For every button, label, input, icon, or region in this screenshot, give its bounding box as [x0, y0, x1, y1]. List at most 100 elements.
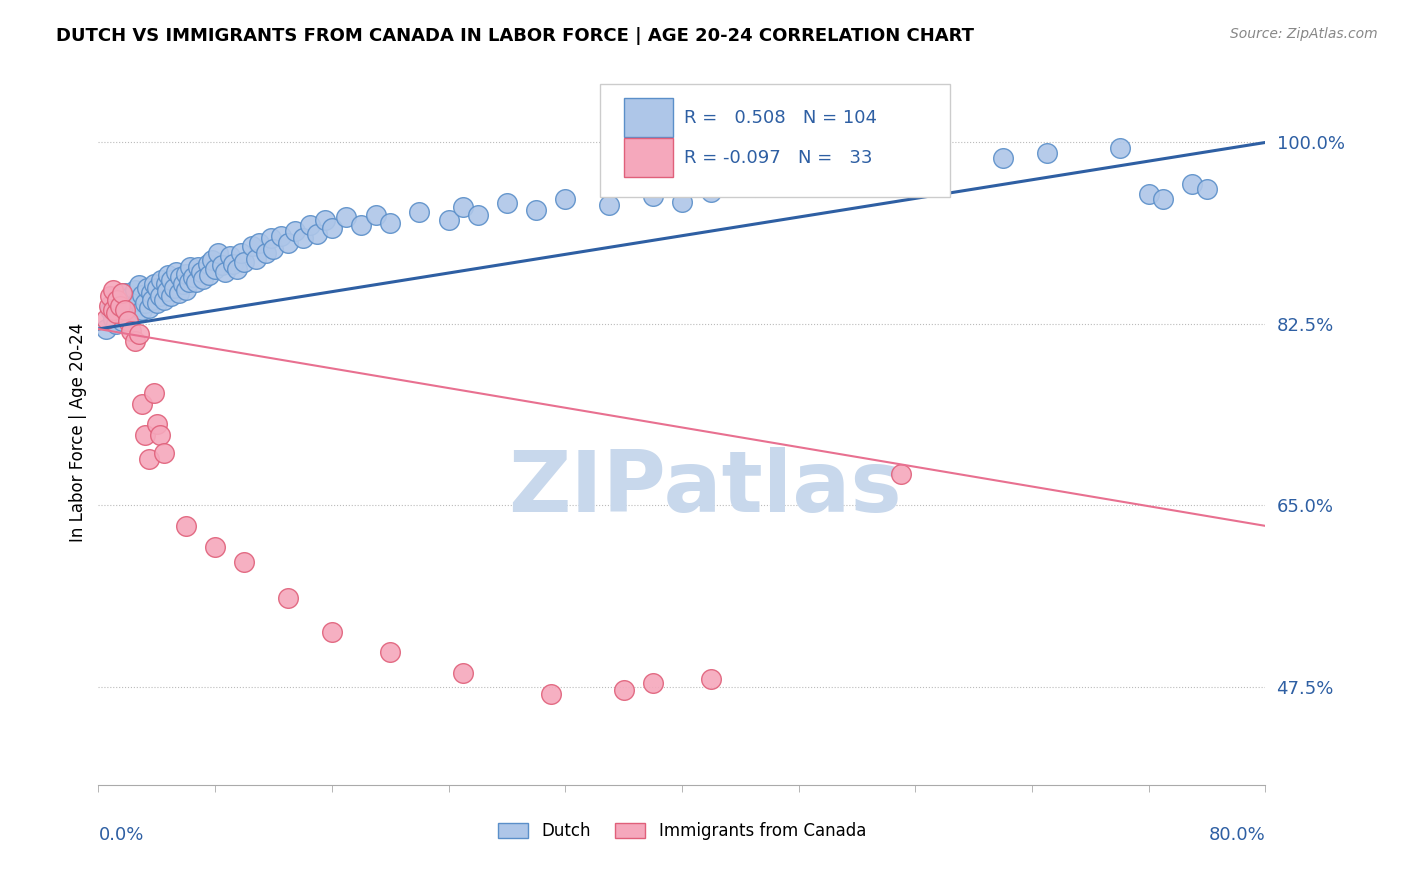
Point [114, 299, 136, 313]
Point [150, 273, 173, 287]
Point [110, 299, 132, 313]
Point [245, 252, 267, 266]
Point [97, 299, 120, 313]
Point [139, 285, 162, 300]
Point [700, 185, 723, 199]
Point [165, 265, 187, 279]
Point [612, 682, 634, 697]
Point [186, 276, 208, 290]
Point [105, 301, 128, 316]
Point [408, 205, 430, 219]
Point [1108, 141, 1130, 155]
Point [94, 322, 117, 336]
Point [890, 467, 912, 481]
Point [149, 427, 172, 442]
Point [451, 200, 474, 214]
Point [157, 268, 180, 282]
Point [1195, 182, 1218, 196]
Point [190, 265, 212, 279]
Point [104, 317, 127, 331]
Point [321, 624, 343, 639]
Legend: Dutch, Immigrants from Canada: Dutch, Immigrants from Canada [491, 816, 873, 847]
Text: R = -0.097   N =   33: R = -0.097 N = 33 [685, 149, 873, 167]
Point [817, 169, 839, 184]
Point [991, 151, 1014, 165]
Point [307, 227, 329, 241]
Point [890, 161, 912, 176]
Point [155, 277, 177, 292]
Point [254, 246, 277, 260]
Point [104, 306, 127, 320]
Point [160, 273, 183, 287]
Text: 80.0%: 80.0% [1209, 826, 1265, 845]
Point [214, 265, 236, 279]
Point [540, 687, 562, 701]
Point [218, 250, 240, 264]
Point [174, 519, 197, 533]
Point [167, 285, 190, 300]
Point [321, 221, 343, 235]
Point [146, 417, 169, 432]
Point [284, 223, 307, 237]
Point [124, 298, 146, 312]
Point [138, 301, 160, 316]
Point [120, 289, 142, 303]
Point [1181, 177, 1204, 191]
Point [437, 213, 460, 227]
Point [131, 287, 153, 301]
Point [197, 257, 219, 271]
Point [744, 180, 766, 194]
Point [117, 314, 139, 328]
Point [314, 213, 336, 227]
Point [101, 283, 124, 297]
Point [146, 280, 169, 294]
Point [174, 267, 197, 281]
Point [671, 194, 693, 209]
Point [204, 261, 226, 276]
FancyBboxPatch shape [624, 138, 672, 178]
Point [207, 246, 229, 260]
Point [117, 293, 139, 307]
Point [524, 202, 547, 217]
Point [172, 277, 194, 292]
Point [120, 303, 142, 318]
Point [700, 673, 723, 687]
Point [111, 285, 134, 300]
Point [114, 285, 136, 300]
Point [98, 289, 121, 303]
Point [598, 197, 620, 211]
Point [142, 277, 165, 292]
Point [128, 327, 150, 342]
Point [496, 195, 519, 210]
FancyBboxPatch shape [600, 84, 950, 196]
Point [117, 310, 139, 324]
Point [127, 293, 149, 308]
Point [335, 210, 357, 224]
Point [240, 239, 263, 253]
Point [125, 306, 148, 320]
Point [124, 334, 146, 349]
Point [641, 189, 664, 203]
Point [277, 591, 299, 606]
Point [247, 235, 270, 250]
Point [149, 289, 172, 303]
Point [110, 306, 132, 320]
Point [131, 303, 153, 318]
Point [298, 219, 321, 233]
Point [641, 676, 664, 690]
Point [277, 235, 299, 250]
Point [146, 296, 169, 310]
Point [134, 296, 156, 310]
Point [135, 280, 157, 294]
Point [105, 293, 128, 307]
Point [181, 270, 204, 285]
Point [169, 270, 191, 285]
Point [153, 293, 176, 307]
Point [187, 260, 209, 274]
Point [291, 231, 314, 245]
Point [262, 242, 284, 256]
Point [193, 272, 215, 286]
Point [177, 276, 200, 290]
Point [1152, 193, 1174, 207]
Point [350, 219, 373, 233]
